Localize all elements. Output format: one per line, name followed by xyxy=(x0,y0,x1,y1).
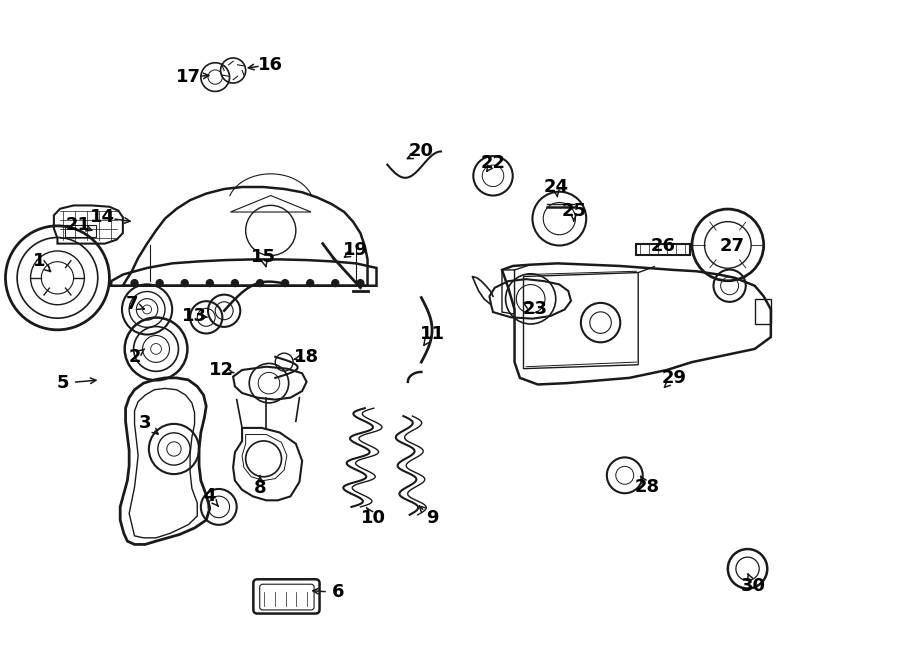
Text: 24: 24 xyxy=(544,178,568,196)
Text: 30: 30 xyxy=(741,577,765,595)
Text: 27: 27 xyxy=(720,237,745,255)
Circle shape xyxy=(231,280,239,287)
Text: 21: 21 xyxy=(66,216,91,234)
Text: 4: 4 xyxy=(203,487,216,506)
Text: 14: 14 xyxy=(90,208,115,226)
Circle shape xyxy=(356,280,364,287)
Text: 3: 3 xyxy=(139,414,151,432)
Text: 2: 2 xyxy=(129,348,140,366)
Text: 17: 17 xyxy=(176,68,201,86)
Text: 19: 19 xyxy=(344,241,368,259)
Text: 18: 18 xyxy=(294,348,320,366)
Text: 6: 6 xyxy=(332,584,344,602)
Circle shape xyxy=(282,280,289,287)
Text: 13: 13 xyxy=(182,307,207,325)
Text: 23: 23 xyxy=(523,301,547,319)
Circle shape xyxy=(256,280,264,287)
Text: 7: 7 xyxy=(126,295,138,313)
Text: 12: 12 xyxy=(209,361,234,379)
Text: 16: 16 xyxy=(258,56,284,73)
Text: 11: 11 xyxy=(419,325,445,343)
Text: 26: 26 xyxy=(651,237,676,255)
Text: 5: 5 xyxy=(57,374,69,392)
Text: 29: 29 xyxy=(662,369,687,387)
Circle shape xyxy=(130,280,138,287)
Text: 22: 22 xyxy=(481,153,506,172)
Circle shape xyxy=(206,280,213,287)
Text: 8: 8 xyxy=(254,479,266,498)
Text: 28: 28 xyxy=(634,478,660,496)
Text: 9: 9 xyxy=(426,509,438,527)
Text: 15: 15 xyxy=(251,248,276,266)
Circle shape xyxy=(307,280,314,287)
Text: 20: 20 xyxy=(409,143,434,161)
Text: 1: 1 xyxy=(33,253,46,270)
Text: 25: 25 xyxy=(562,202,586,219)
Circle shape xyxy=(156,280,163,287)
Circle shape xyxy=(181,280,188,287)
Bar xyxy=(65,225,96,237)
Circle shape xyxy=(332,280,339,287)
Bar xyxy=(636,244,690,255)
Text: 10: 10 xyxy=(361,509,386,527)
